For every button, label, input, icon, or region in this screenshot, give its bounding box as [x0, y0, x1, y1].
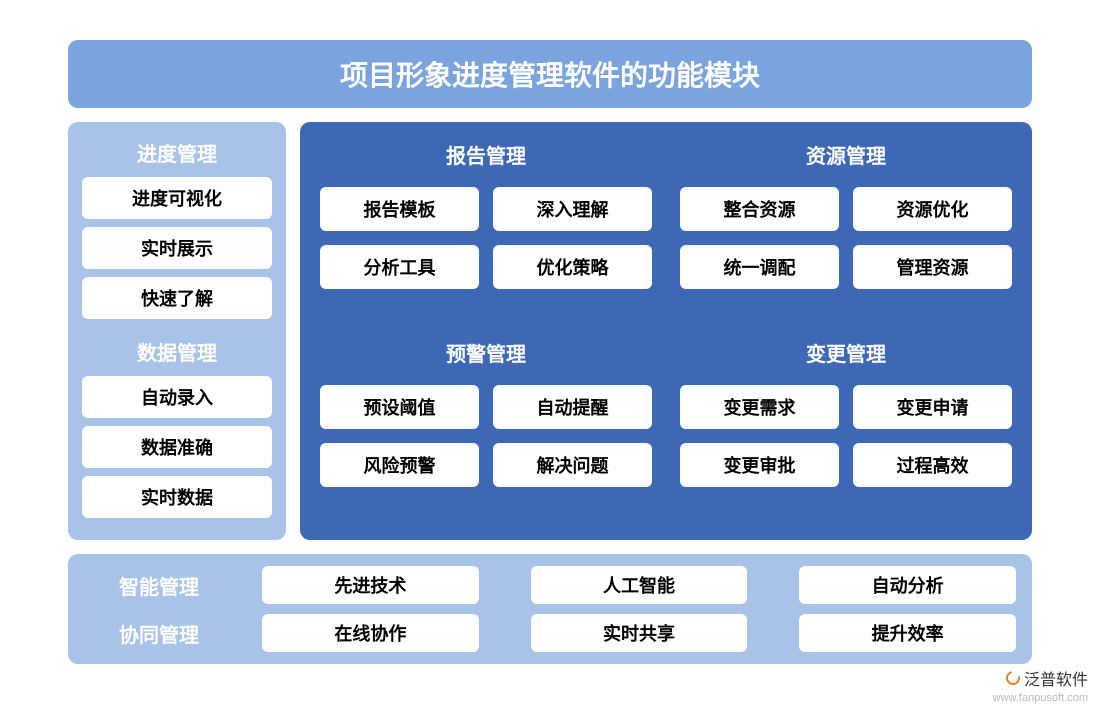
sub-heading: 资源管理: [680, 140, 1012, 169]
sub-item: 资源优化: [853, 187, 1012, 231]
subgroup-change: 变更管理 变更需求 变更申请 变更审批 过程高效: [680, 338, 1012, 518]
sub-item: 解决问题: [493, 443, 652, 487]
bottom-row-2: 协同管理 在线协作 实时共享 提升效率: [84, 614, 1016, 652]
main-title: 项目形象进度管理软件的功能模块: [68, 40, 1032, 108]
sub-item: 变更需求: [680, 385, 839, 429]
sub-item: 管理资源: [853, 245, 1012, 289]
left-item: 快速了解: [82, 277, 272, 319]
left-item: 进度可视化: [82, 177, 272, 219]
middle-section: 进度管理 进度可视化 实时展示 快速了解 数据管理 自动录入 数据准确 实时数据…: [68, 122, 1032, 540]
bottom-item: 先进技术: [262, 566, 479, 604]
sub-item: 深入理解: [493, 187, 652, 231]
bottom-item: 实时共享: [531, 614, 748, 652]
right-panel: 报告管理 报告模板 深入理解 分析工具 优化策略 资源管理 整合资源 资源优化 …: [300, 122, 1032, 540]
subgroup-resource: 资源管理 整合资源 资源优化 统一调配 管理资源: [680, 140, 1012, 320]
sub-item: 过程高效: [853, 443, 1012, 487]
bottom-label: 协同管理: [84, 619, 234, 648]
bottom-section: 智能管理 先进技术 人工智能 自动分析 协同管理 在线协作 实时共享 提升效率: [68, 554, 1032, 664]
subgroup-alert: 预警管理 预设阈值 自动提醒 风险预警 解决问题: [320, 338, 652, 518]
left-item: 实时数据: [82, 476, 272, 518]
left-heading-2: 数据管理: [82, 327, 272, 376]
sub-item: 优化策略: [493, 245, 652, 289]
watermark-url: www.fanpusoft.com: [993, 692, 1088, 704]
left-item: 自动录入: [82, 376, 272, 418]
logo-icon: [1003, 668, 1022, 687]
sub-item: 整合资源: [680, 187, 839, 231]
left-item: 实时展示: [82, 227, 272, 269]
bottom-label: 智能管理: [84, 571, 234, 600]
sub-item: 分析工具: [320, 245, 479, 289]
diagram-container: 项目形象进度管理软件的功能模块 进度管理 进度可视化 实时展示 快速了解 数据管…: [68, 40, 1032, 664]
sub-item: 变更审批: [680, 443, 839, 487]
sub-item: 风险预警: [320, 443, 479, 487]
subgroup-report: 报告管理 报告模板 深入理解 分析工具 优化策略: [320, 140, 652, 320]
watermark: 泛普软件: [1006, 666, 1088, 690]
bottom-item: 在线协作: [262, 614, 479, 652]
sub-item: 报告模板: [320, 187, 479, 231]
sub-item: 变更申请: [853, 385, 1012, 429]
bottom-item: 自动分析: [799, 566, 1016, 604]
left-heading-1: 进度管理: [82, 134, 272, 177]
bottom-item: 提升效率: [799, 614, 1016, 652]
left-column: 进度管理 进度可视化 实时展示 快速了解 数据管理 自动录入 数据准确 实时数据: [68, 122, 286, 540]
sub-item: 自动提醒: [493, 385, 652, 429]
bottom-item: 人工智能: [531, 566, 748, 604]
bottom-row-1: 智能管理 先进技术 人工智能 自动分析: [84, 566, 1016, 604]
sub-heading: 预警管理: [320, 338, 652, 367]
left-item: 数据准确: [82, 426, 272, 468]
sub-item: 预设阈值: [320, 385, 479, 429]
watermark-brand: 泛普软件: [1024, 666, 1088, 690]
sub-heading: 报告管理: [320, 140, 652, 169]
sub-heading: 变更管理: [680, 338, 1012, 367]
sub-item: 统一调配: [680, 245, 839, 289]
